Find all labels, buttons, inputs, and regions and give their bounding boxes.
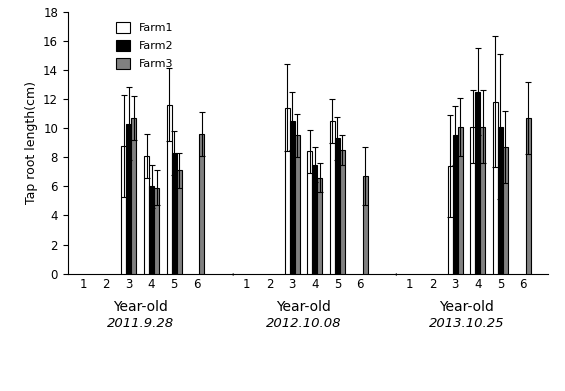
- Bar: [458, 127, 463, 274]
- Text: 2011.9.28: 2011.9.28: [107, 317, 174, 330]
- Text: Year-old: Year-old: [113, 300, 168, 314]
- Bar: [480, 127, 485, 274]
- Bar: [447, 166, 453, 274]
- Bar: [312, 165, 317, 274]
- Y-axis label: Tap root length(cm): Tap root length(cm): [24, 81, 37, 204]
- Bar: [475, 92, 480, 274]
- Bar: [167, 105, 172, 274]
- Bar: [199, 134, 205, 274]
- Bar: [498, 127, 503, 274]
- Bar: [493, 102, 498, 274]
- Bar: [177, 170, 182, 274]
- Bar: [330, 121, 335, 274]
- Bar: [470, 127, 475, 274]
- Legend: Farm1, Farm2, Farm3: Farm1, Farm2, Farm3: [112, 17, 177, 74]
- Bar: [144, 156, 149, 274]
- Bar: [340, 150, 345, 274]
- Bar: [503, 147, 508, 274]
- Bar: [132, 118, 136, 274]
- Bar: [294, 135, 299, 274]
- Bar: [121, 145, 127, 274]
- Text: Year-old: Year-old: [439, 300, 494, 314]
- Bar: [335, 138, 340, 274]
- Bar: [525, 118, 531, 274]
- Bar: [285, 108, 290, 274]
- Bar: [290, 121, 294, 274]
- Text: 2013.10.25: 2013.10.25: [429, 317, 504, 330]
- Bar: [307, 151, 312, 274]
- Bar: [149, 187, 154, 274]
- Bar: [154, 188, 159, 274]
- Bar: [453, 135, 458, 274]
- Bar: [317, 178, 322, 274]
- Bar: [127, 124, 132, 274]
- Text: Year-old: Year-old: [276, 300, 331, 314]
- Text: 2012.10.08: 2012.10.08: [266, 317, 341, 330]
- Bar: [363, 176, 367, 274]
- Bar: [172, 153, 177, 274]
